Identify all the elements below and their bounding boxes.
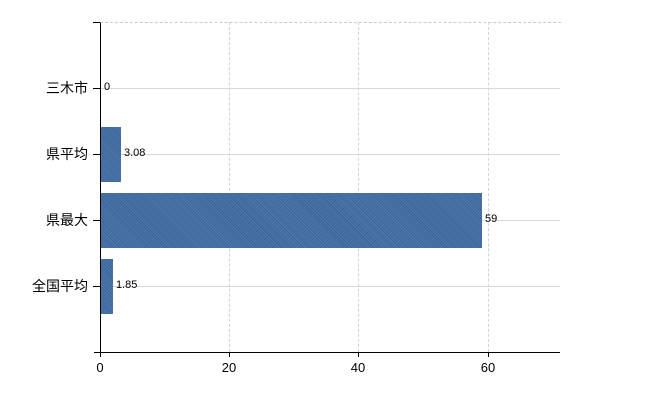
bar <box>101 127 121 182</box>
category-label: 三木市 <box>46 80 88 96</box>
x-gridline <box>488 22 489 352</box>
bar-value-label: 3.08 <box>124 147 146 159</box>
y-tick <box>93 154 100 155</box>
bar-value-label: 59 <box>485 213 498 225</box>
x-tick-label: 0 <box>96 360 104 375</box>
y-tick <box>93 286 100 287</box>
y-tick <box>93 220 100 221</box>
x-axis-line <box>94 352 560 353</box>
category-gridline <box>101 154 560 155</box>
x-tick-label: 40 <box>350 360 366 375</box>
x-gridline <box>229 22 230 352</box>
x-tick <box>229 352 230 357</box>
bar <box>101 259 113 314</box>
x-tick <box>100 352 101 357</box>
x-tick <box>358 352 359 357</box>
bar-value-label: 1.85 <box>116 279 138 291</box>
y-axis-cap-tick <box>93 22 100 23</box>
y-tick <box>93 88 100 89</box>
bar-value-label: 0 <box>104 81 111 93</box>
plot-area <box>100 22 561 353</box>
category-gridline <box>101 88 560 89</box>
category-gridline <box>101 286 560 287</box>
category-label: 県平均 <box>46 146 88 162</box>
x-tick-label: 20 <box>221 360 237 375</box>
x-tick <box>488 352 489 357</box>
category-label: 県最大 <box>46 212 88 228</box>
x-gridline <box>358 22 359 352</box>
category-label: 全国平均 <box>32 278 88 294</box>
bar <box>101 193 482 248</box>
x-tick-label: 60 <box>480 360 496 375</box>
